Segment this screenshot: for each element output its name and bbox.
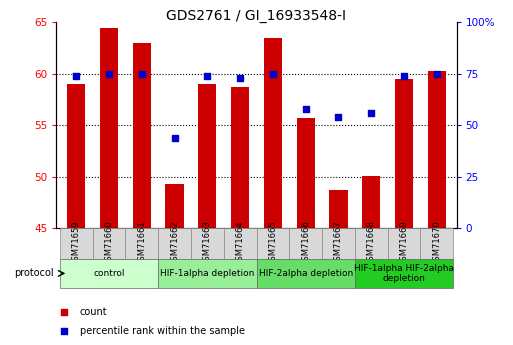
Bar xyxy=(100,28,118,228)
Point xyxy=(60,309,68,315)
Text: GSM71665: GSM71665 xyxy=(268,221,278,266)
Bar xyxy=(158,228,191,259)
Text: protocol: protocol xyxy=(14,268,54,278)
Text: GDS2761 / GI_16933548-I: GDS2761 / GI_16933548-I xyxy=(167,9,346,23)
Point xyxy=(367,110,376,116)
Bar xyxy=(297,118,314,228)
Text: GSM71662: GSM71662 xyxy=(170,221,179,266)
Bar xyxy=(355,259,453,288)
Point xyxy=(400,73,408,79)
Text: HIF-1alpha HIF-2alpha
depletion: HIF-1alpha HIF-2alpha depletion xyxy=(354,264,454,283)
Point xyxy=(60,328,68,334)
Text: count: count xyxy=(80,307,107,317)
Text: GSM71668: GSM71668 xyxy=(367,221,376,266)
Bar xyxy=(256,228,289,259)
Text: HIF-1alpha depletion: HIF-1alpha depletion xyxy=(160,269,254,278)
Point xyxy=(269,71,277,77)
Bar xyxy=(199,84,216,228)
Bar xyxy=(395,79,413,228)
Point xyxy=(433,71,441,77)
Text: GSM71664: GSM71664 xyxy=(235,221,245,266)
Bar xyxy=(322,228,355,259)
Bar xyxy=(362,176,380,228)
Text: percentile rank within the sample: percentile rank within the sample xyxy=(80,326,245,336)
Point xyxy=(236,75,244,81)
Bar xyxy=(355,228,388,259)
Text: GSM71667: GSM71667 xyxy=(334,221,343,266)
Bar xyxy=(158,259,256,288)
Text: GSM71666: GSM71666 xyxy=(301,221,310,266)
Text: GSM71663: GSM71663 xyxy=(203,221,212,266)
Point xyxy=(72,73,80,79)
Bar xyxy=(289,228,322,259)
Bar xyxy=(256,259,355,288)
Bar xyxy=(264,38,282,228)
Bar xyxy=(133,43,151,228)
Bar xyxy=(166,184,184,228)
Bar xyxy=(191,228,224,259)
Text: GSM71660: GSM71660 xyxy=(105,221,113,266)
Text: control: control xyxy=(93,269,125,278)
Bar xyxy=(60,259,158,288)
Bar xyxy=(388,228,421,259)
Bar xyxy=(92,228,125,259)
Bar xyxy=(421,228,453,259)
Bar xyxy=(329,190,347,228)
Text: GSM71670: GSM71670 xyxy=(432,221,441,266)
Point xyxy=(170,135,179,140)
Bar xyxy=(125,228,158,259)
Point xyxy=(203,73,211,79)
Bar xyxy=(231,87,249,228)
Bar xyxy=(224,228,256,259)
Point xyxy=(137,71,146,77)
Point xyxy=(334,115,343,120)
Point xyxy=(302,106,310,112)
Text: GSM71661: GSM71661 xyxy=(137,221,146,266)
Bar xyxy=(67,84,85,228)
Text: GSM71659: GSM71659 xyxy=(72,221,81,266)
Text: HIF-2alpha depletion: HIF-2alpha depletion xyxy=(259,269,353,278)
Point xyxy=(105,71,113,77)
Text: GSM71669: GSM71669 xyxy=(400,221,408,266)
Bar xyxy=(428,71,446,228)
Bar xyxy=(60,228,92,259)
